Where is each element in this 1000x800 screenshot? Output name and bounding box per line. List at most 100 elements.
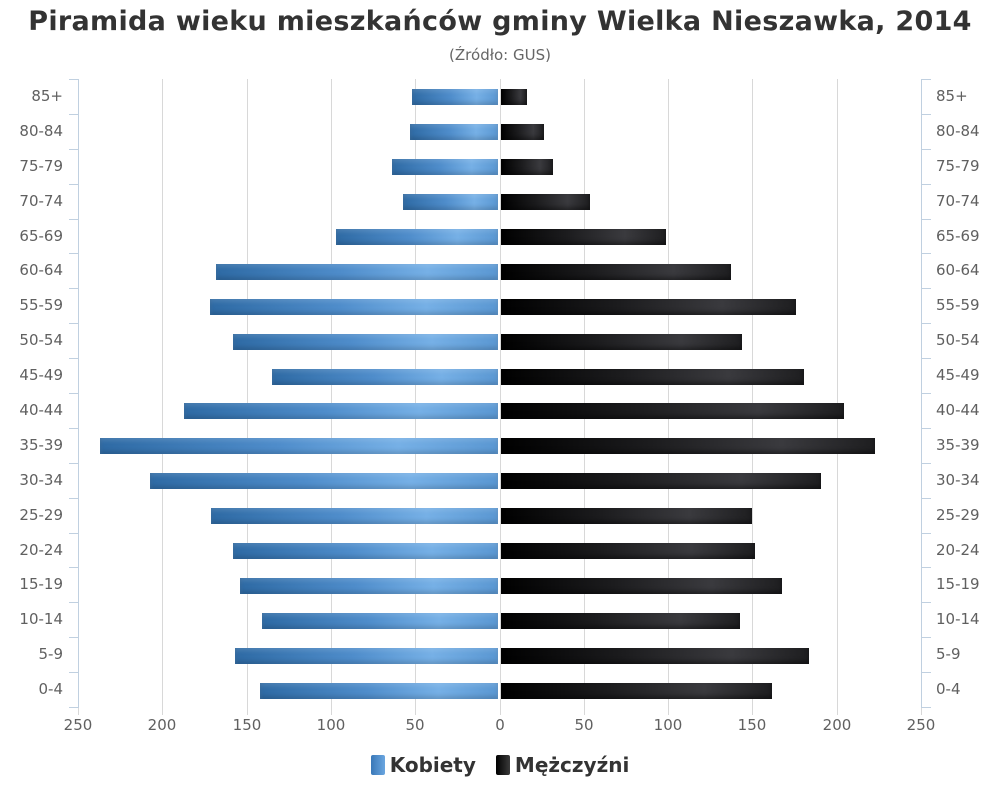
left-axis-tick [69, 288, 79, 289]
category-label-right: 30-34 [936, 471, 980, 489]
category-label-left: 80-84 [19, 122, 63, 140]
bar-male-70-74[interactable] [500, 194, 590, 210]
right-axis-tick [921, 149, 931, 150]
x-tick [415, 707, 416, 715]
gridline [837, 79, 838, 707]
left-axis-tick [69, 463, 79, 464]
bar-female-10-14[interactable] [261, 613, 499, 629]
category-label-right: 75-79 [936, 157, 980, 175]
category-label-left: 65-69 [19, 227, 63, 245]
x-axis-label: 250 [906, 716, 936, 734]
bar-male-45-49[interactable] [500, 369, 804, 385]
x-axis-label: 100 [316, 716, 346, 734]
category-label-right: 45-49 [936, 366, 980, 384]
gridline [415, 79, 416, 707]
chart-title: Piramida wieku mieszkańców gminy Wielka … [28, 6, 972, 37]
bar-male-85+[interactable] [500, 89, 528, 105]
bar-female-25-29[interactable] [211, 508, 499, 524]
bar-male-80-84[interactable] [500, 124, 545, 140]
category-label-left: 85+ [31, 87, 63, 105]
right-axis-tick [921, 672, 931, 673]
category-label-right: 10-14 [936, 610, 980, 628]
x-axis-label: 0 [495, 716, 505, 734]
left-axis-tick [69, 672, 79, 673]
bar-male-65-69[interactable] [500, 229, 666, 245]
category-label-right: 5-9 [936, 645, 961, 663]
x-tick [584, 707, 585, 715]
category-label-left: 55-59 [19, 296, 63, 314]
bar-female-75-79[interactable] [391, 159, 499, 175]
bar-female-55-59[interactable] [209, 299, 499, 315]
left-axis-tick [69, 602, 79, 603]
left-axis-tick [69, 219, 79, 220]
gridline [752, 79, 753, 707]
bar-female-65-69[interactable] [335, 229, 499, 245]
bar-male-55-59[interactable] [500, 299, 796, 315]
bar-male-35-39[interactable] [500, 438, 875, 454]
right-axis-tick [921, 463, 931, 464]
bar-female-20-24[interactable] [233, 543, 499, 559]
left-axis-tick [69, 637, 79, 638]
category-label-left: 50-54 [19, 331, 63, 349]
bar-male-50-54[interactable] [500, 334, 742, 350]
bar-female-15-19[interactable] [239, 578, 499, 594]
x-tick [752, 707, 753, 715]
bar-male-10-14[interactable] [500, 613, 740, 629]
female-swatch-icon [370, 755, 385, 775]
right-axis-tick [921, 219, 931, 220]
left-axis-tick [69, 498, 79, 499]
x-tick [837, 707, 838, 715]
bar-male-60-64[interactable] [500, 264, 732, 280]
bar-male-20-24[interactable] [500, 543, 756, 559]
bar-female-70-74[interactable] [403, 194, 499, 210]
bar-male-0-4[interactable] [500, 683, 772, 699]
bar-female-85+[interactable] [411, 89, 499, 105]
x-axis-label: 100 [653, 716, 683, 734]
category-label-right: 20-24 [936, 541, 980, 559]
right-axis-tick [921, 533, 931, 534]
x-axis-label: 50 [574, 716, 594, 734]
male-swatch-icon [495, 755, 510, 775]
bar-male-25-29[interactable] [500, 508, 752, 524]
left-axis-tick [69, 149, 79, 150]
category-label-right: 40-44 [936, 401, 980, 419]
bar-female-5-9[interactable] [234, 648, 499, 664]
left-axis-tick [69, 533, 79, 534]
bar-male-75-79[interactable] [500, 159, 553, 175]
bar-female-30-34[interactable] [150, 473, 499, 489]
x-tick [247, 707, 248, 715]
bar-male-30-34[interactable] [500, 473, 821, 489]
x-axis-label: 200 [147, 716, 177, 734]
bar-female-40-44[interactable] [184, 403, 499, 419]
bar-female-0-4[interactable] [260, 683, 499, 699]
bar-female-80-84[interactable] [410, 124, 499, 140]
bar-female-35-39[interactable] [99, 438, 499, 454]
bar-female-60-64[interactable] [216, 264, 499, 280]
category-label-left: 5-9 [38, 645, 64, 663]
category-label-right: 50-54 [936, 331, 980, 349]
bar-male-5-9[interactable] [500, 648, 810, 664]
left-axis-tick [69, 253, 79, 254]
category-label-right: 25-29 [936, 506, 980, 524]
bar-female-50-54[interactable] [233, 334, 499, 350]
x-axis-label: 150 [232, 716, 262, 734]
category-label-right: 0-4 [936, 680, 961, 698]
x-axis-label: 50 [405, 716, 425, 734]
chart-subtitle: (Źródło: GUS) [449, 46, 551, 64]
category-label-left: 60-64 [19, 261, 63, 279]
legend-item-male[interactable]: Mężczyźni [495, 753, 629, 777]
legend-item-female[interactable]: Kobiety [370, 753, 476, 777]
x-tick [78, 707, 79, 715]
category-label-left: 25-29 [19, 506, 63, 524]
category-label-left: 15-19 [19, 575, 63, 593]
category-label-left: 75-79 [19, 157, 63, 175]
gridline [331, 79, 332, 707]
bar-male-40-44[interactable] [500, 403, 845, 419]
legend: Kobiety Mężczyźni [0, 753, 1000, 777]
category-label-right: 85+ [936, 87, 968, 105]
bar-female-45-49[interactable] [271, 369, 499, 385]
category-label-right: 35-39 [936, 436, 980, 454]
left-axis-tick [69, 567, 79, 568]
bar-male-15-19[interactable] [500, 578, 783, 594]
